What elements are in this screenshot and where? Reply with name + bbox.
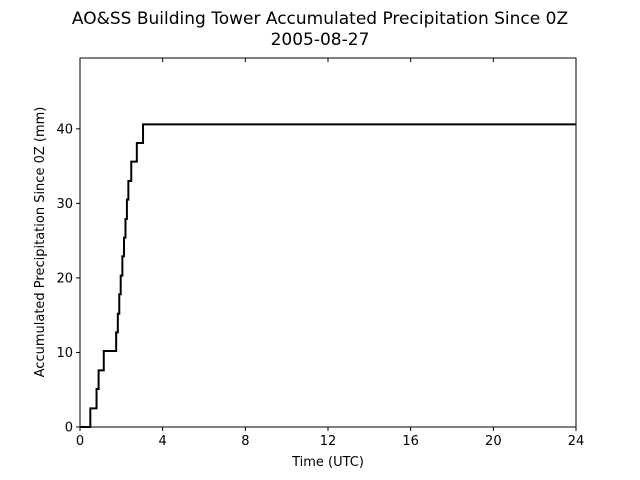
y-tick-label: 0 bbox=[65, 421, 73, 436]
x-tick-label: 4 bbox=[159, 434, 167, 449]
y-axis-label: Accumulated Precipitation Since 0Z (mm) bbox=[33, 107, 48, 378]
x-tick-label: 16 bbox=[402, 434, 419, 449]
plot-frame bbox=[79, 57, 577, 428]
chart-subtitle: 2005-08-27 bbox=[271, 30, 370, 50]
x-tick-label: 0 bbox=[76, 434, 84, 449]
x-tick-label: 8 bbox=[241, 434, 249, 449]
y-axis: 0 10 20 30 40 bbox=[56, 122, 80, 436]
y-tick-label: 30 bbox=[56, 197, 73, 212]
chart-title: AO&SS Building Tower Accumulated Precipi… bbox=[72, 9, 568, 29]
x-tick-label: 12 bbox=[320, 434, 337, 449]
series-line bbox=[80, 123, 576, 428]
x-tick-label: 20 bbox=[485, 434, 502, 449]
series-layer bbox=[80, 123, 576, 428]
y-tick-label: 40 bbox=[56, 122, 73, 137]
x-axis-label: Time (UTC) bbox=[291, 455, 364, 470]
y-tick-label: 20 bbox=[56, 271, 73, 286]
x-tick-label: 24 bbox=[568, 434, 585, 449]
y-tick-label: 10 bbox=[56, 346, 73, 361]
x-axis: 0 4 8 12 16 20 24 bbox=[76, 58, 584, 449]
